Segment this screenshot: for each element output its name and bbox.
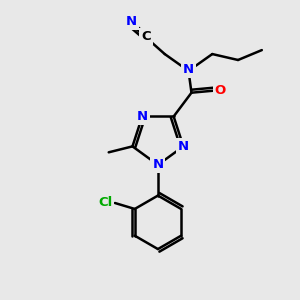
Text: N: N — [183, 63, 194, 76]
Text: C: C — [141, 30, 151, 43]
Text: N: N — [125, 15, 136, 28]
Text: N: N — [178, 140, 189, 153]
Text: N: N — [152, 158, 164, 171]
Text: N: N — [136, 110, 148, 123]
Text: O: O — [214, 84, 226, 97]
Text: Cl: Cl — [98, 196, 112, 208]
